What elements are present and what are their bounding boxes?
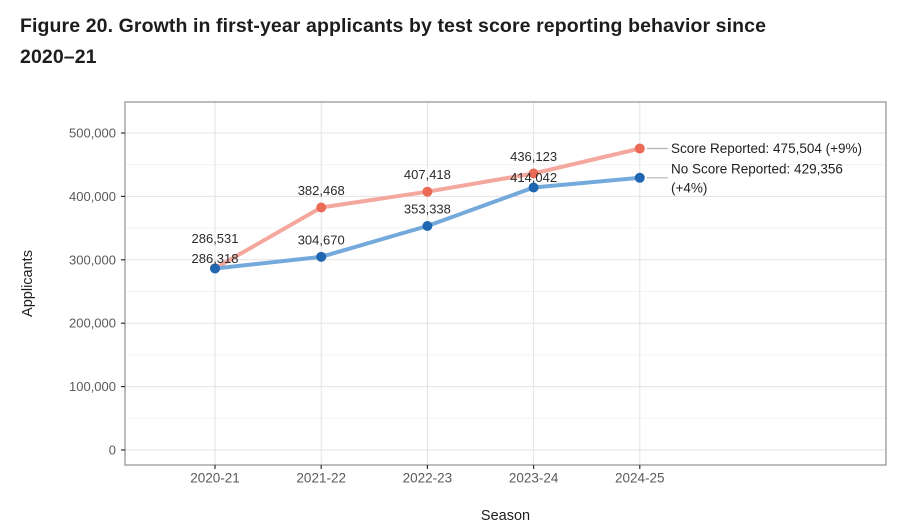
y-tick-label: 300,000 [69, 252, 116, 267]
value-label-no-score-reported: 304,670 [298, 232, 345, 247]
x-tick-label: 2021-22 [296, 471, 346, 486]
value-label-no-score-reported: 353,338 [404, 201, 451, 216]
series-end-label-no-score-reported: No Score Reported: 429,356 [671, 161, 843, 176]
series-end-label-score-reported: Score Reported: 475,504 (+9%) [671, 141, 862, 156]
value-label-score-reported: 436,123 [510, 149, 557, 164]
data-point-no-score-reported [422, 220, 433, 231]
figure-title-line-2: 2020–21 [20, 46, 97, 68]
series-end-label-no-score-reported: (+4%) [671, 180, 707, 195]
y-tick-label: 200,000 [69, 316, 116, 331]
y-tick-label: 100,000 [69, 379, 116, 394]
x-tick-label: 2024-25 [615, 471, 665, 486]
x-tick-label: 2023-24 [509, 471, 559, 486]
y-tick-label: 400,000 [69, 189, 116, 204]
value-label-score-reported: 382,468 [298, 183, 345, 198]
data-point-score-reported [634, 143, 645, 154]
y-tick-label: 500,000 [69, 126, 116, 141]
value-label-score-reported: 407,418 [404, 167, 451, 182]
data-point-no-score-reported [210, 263, 220, 274]
value-label-score-reported: 286,531 [192, 231, 239, 246]
data-point-no-score-reported [634, 172, 645, 183]
figure-title-line-1: Figure 20. Growth in first-year applican… [20, 15, 767, 37]
x-tick-label: 2020-21 [190, 471, 240, 486]
value-label-no-score-reported: 414,042 [510, 170, 557, 185]
data-point-no-score-reported [316, 251, 327, 262]
figure-title: Figure 20. Growth in first-year applican… [20, 11, 870, 73]
data-point-score-reported [528, 168, 539, 179]
data-point-score-reported [422, 186, 433, 197]
x-tick-label: 2022-23 [403, 471, 453, 486]
plot-border [124, 101, 887, 466]
data-point-no-score-reported [528, 182, 539, 193]
x-axis-title: Season [481, 508, 530, 524]
value-label-no-score-reported: 286,318 [192, 251, 239, 266]
y-tick-label: 0 [109, 443, 116, 458]
data-point-score-reported [316, 202, 327, 213]
y-axis-title: Applicants [20, 250, 36, 317]
plot-panel [125, 102, 886, 465]
